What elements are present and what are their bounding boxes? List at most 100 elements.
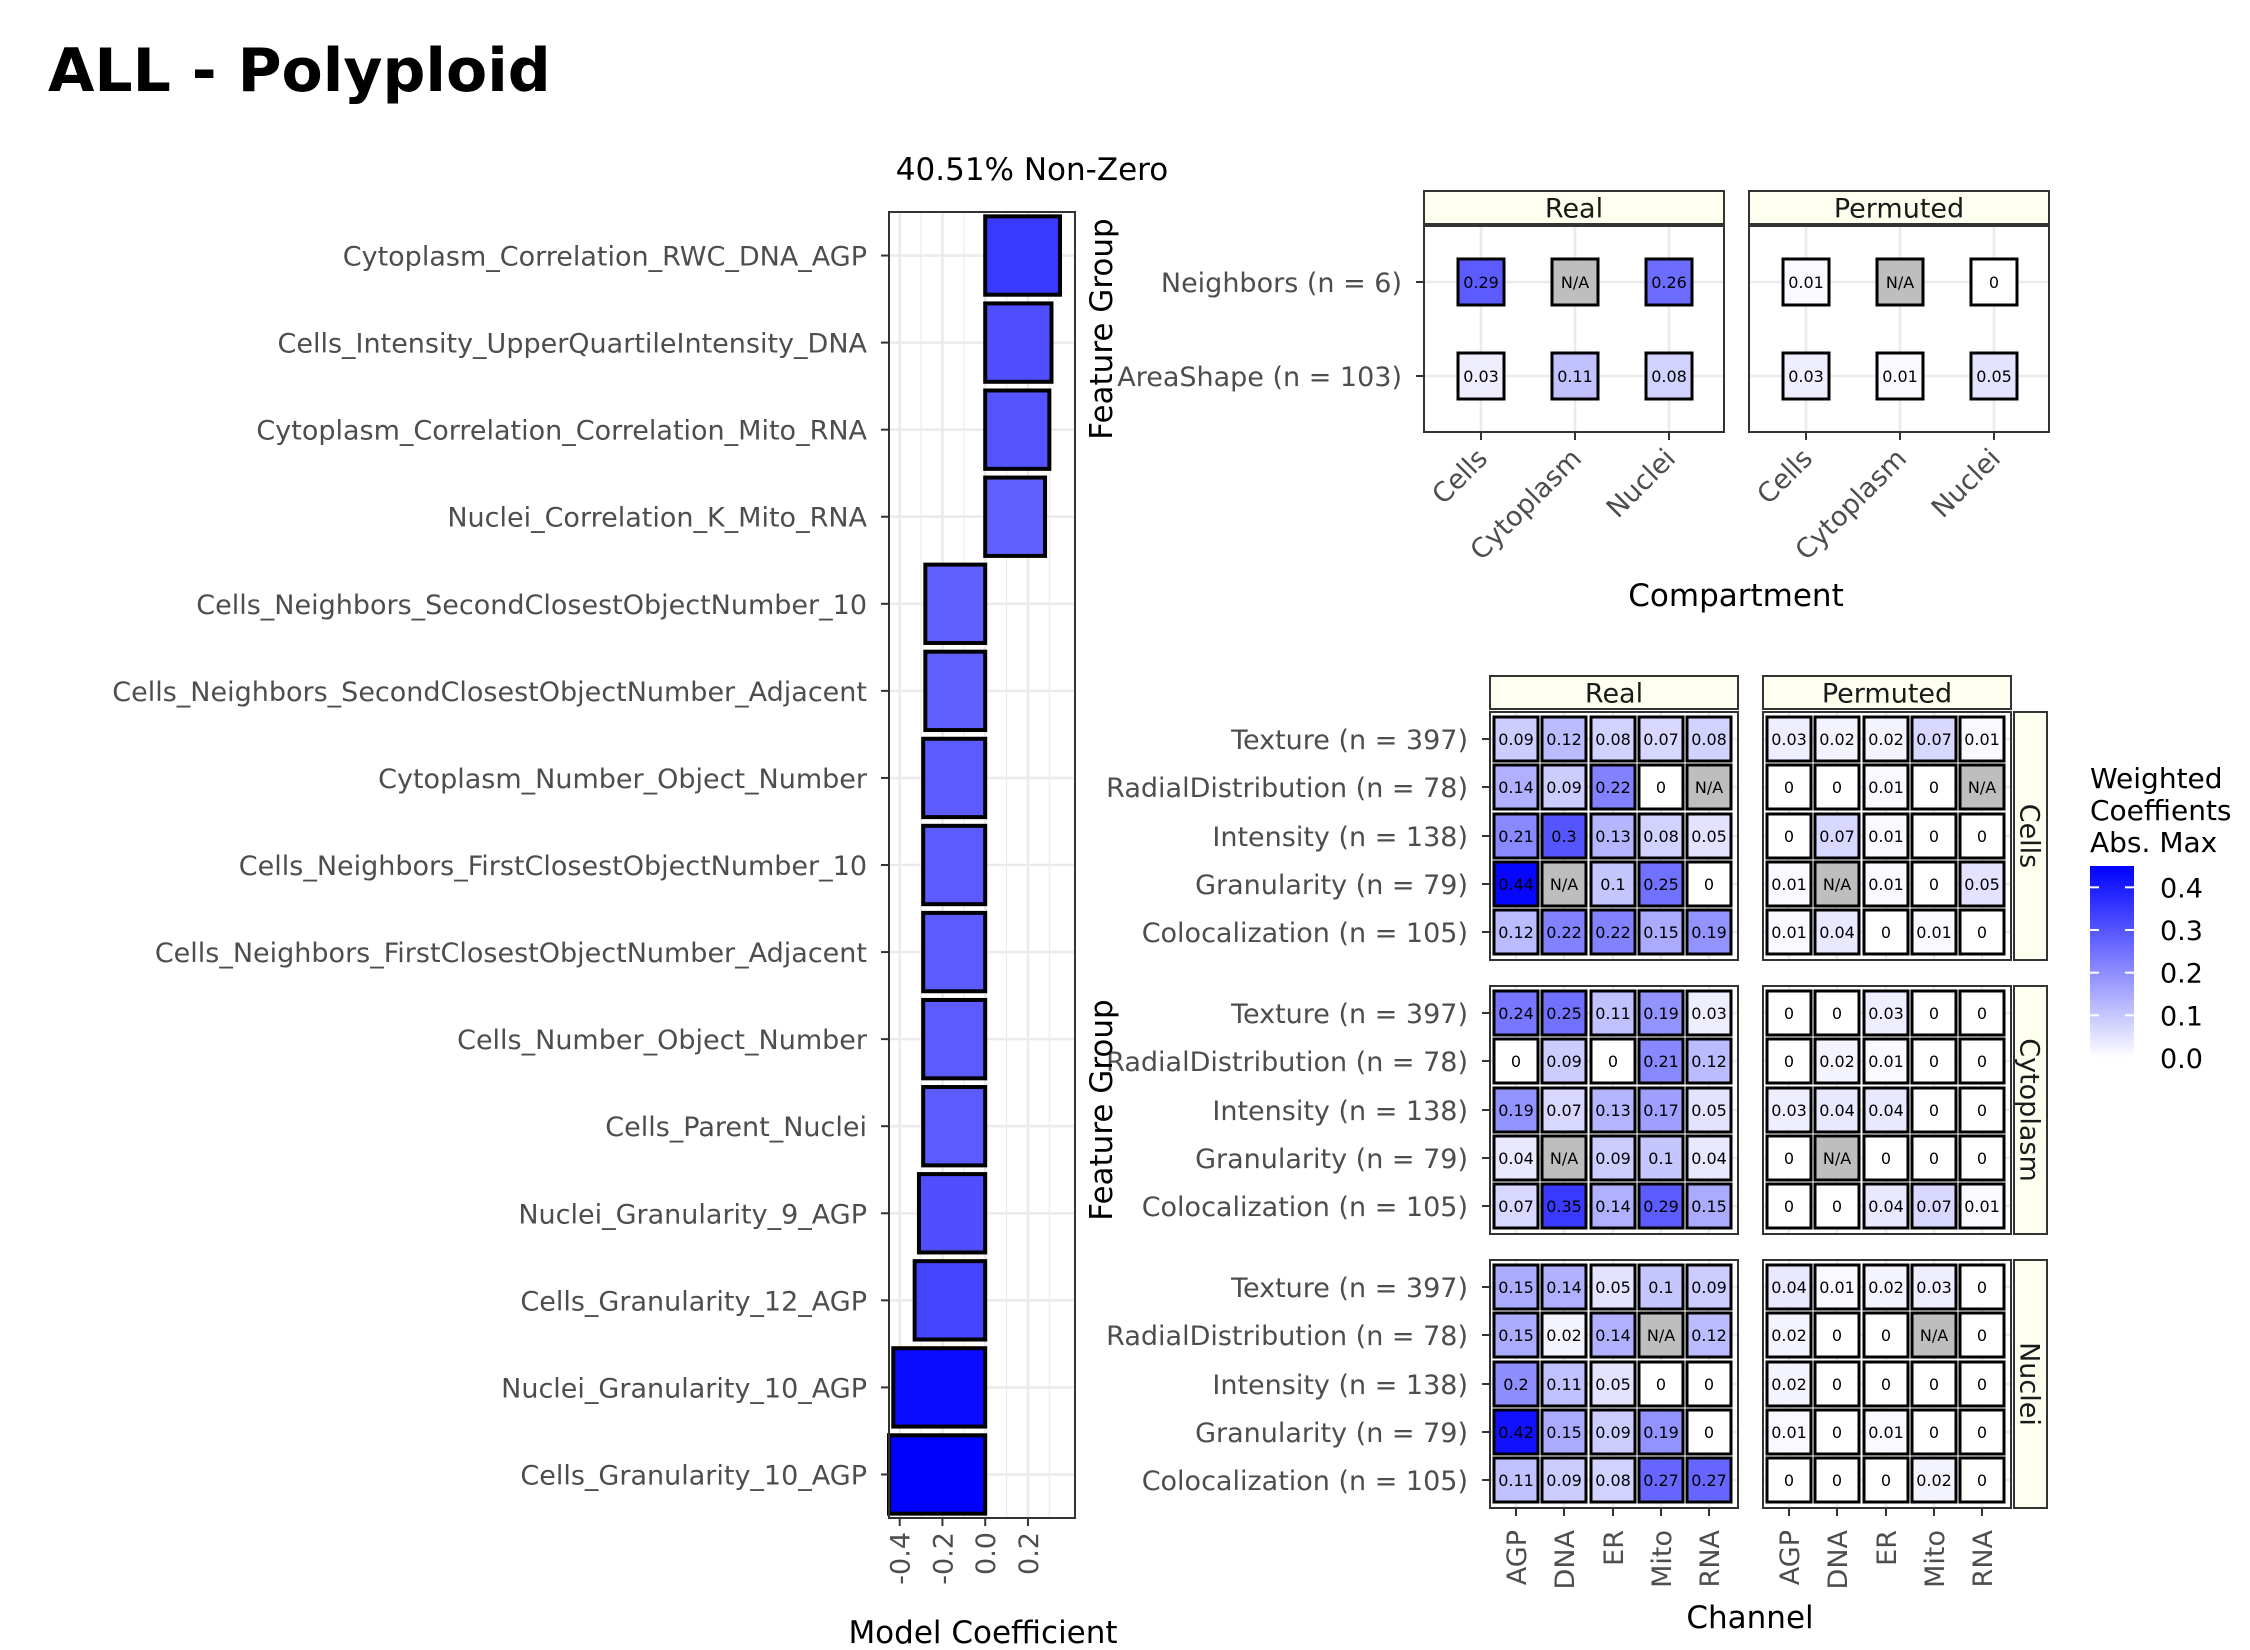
channel-cell [1540, 1360, 1588, 1408]
heatmap-cell-label: 0.14 [1498, 778, 1534, 797]
channel-cell [1492, 1360, 1540, 1408]
channel-cell [1492, 715, 1540, 763]
channel-row-label: RadialDistribution (n = 78) [1106, 773, 1468, 804]
channel-cell [1862, 1182, 1910, 1230]
heatmap-cell-label: 0 [1832, 1423, 1842, 1442]
heatmap-cell-label: 0.15 [1643, 923, 1679, 942]
heatmap-cell-label: 0 [1784, 1052, 1794, 1071]
channel-cell [1910, 763, 1958, 811]
heatmap-cell-label: 0.08 [1595, 1471, 1631, 1490]
heatmap-cell-label: 0.25 [1546, 1004, 1582, 1023]
channel-cell [1958, 860, 2006, 908]
channel-cell [1813, 908, 1861, 956]
channel-cell [1910, 1263, 1958, 1311]
compartment-x-axis-title: Compartment [1628, 578, 1843, 614]
bar-Nuclei_Granularity_10_AGP [891, 1346, 988, 1429]
heatmap-cell-label: 0.13 [1595, 827, 1631, 846]
channel-cell [1589, 715, 1637, 763]
channel-cell [1958, 1311, 2006, 1359]
channel-row-label: Granularity (n = 79) [1195, 1418, 1468, 1449]
channel-cell [1637, 989, 1685, 1037]
channel-cell [1862, 1037, 1910, 1085]
heatmap-cell-label: 0 [1977, 1004, 1987, 1023]
bar-category-label: Cells_Intensity_UpperQuartileIntensity_D… [278, 329, 868, 360]
heatmap-cell-label: 0 [1656, 778, 1666, 797]
channel-x-tick-label: ER [1599, 1530, 1630, 1566]
heatmap-cell-label: 0 [1977, 1326, 1987, 1345]
page-title: ALL - Polyploid [48, 36, 551, 106]
heatmap-cell-label: 0 [1608, 1052, 1618, 1071]
channel-cell [1637, 1086, 1685, 1134]
heatmap-cell-label: 0.01 [1771, 875, 1807, 894]
heatmap-cell-label: 0.25 [1643, 875, 1679, 894]
compartment-x-tick-label: Cells [1751, 443, 1819, 511]
channel-cell [1637, 1408, 1685, 1456]
channel-facet-strip-cells-label: Cells [2014, 804, 2045, 869]
channel-cell [1958, 812, 2006, 860]
heatmap-cell-label: 0 [1832, 1326, 1842, 1345]
heatmap-cell-label: 0.01 [1868, 827, 1904, 846]
heatmap-cell-label: 0.19 [1691, 923, 1727, 942]
heatmap-cell-label: 0.02 [1771, 1326, 1807, 1345]
channel-cell [1540, 1182, 1588, 1230]
heatmap-cell-label: 0.01 [1964, 1197, 2000, 1216]
heatmap-cell-label: 0 [1929, 875, 1939, 894]
compartment-y-axis-title: Feature Group [1084, 218, 1120, 439]
channel-cell [1685, 1134, 1733, 1182]
heatmap-cell-label: 0.14 [1595, 1326, 1631, 1345]
compartment-cell [1781, 351, 1831, 401]
legend-colorbar [2090, 866, 2134, 1058]
channel-cell [1813, 1263, 1861, 1311]
heatmap-cell-label: 0.09 [1595, 1149, 1631, 1168]
compartment-cell [1969, 351, 2019, 401]
channel-row-label: Intensity (n = 138) [1212, 822, 1468, 853]
heatmap-cell-label: 0.02 [1868, 1278, 1904, 1297]
channel-cell [1958, 908, 2006, 956]
channel-x-tick-label: Mito [1920, 1530, 1951, 1588]
channel-cell [1910, 989, 1958, 1037]
compartment-cell [1781, 257, 1831, 307]
heatmap-cell-label: N/A [1695, 778, 1723, 797]
channel-cell [1765, 908, 1813, 956]
channel-x-tick-label: RNA [1968, 1529, 1999, 1587]
channel-cell [1765, 1086, 1813, 1134]
channel-cell [1589, 1086, 1637, 1134]
heatmap-cell-label: 0 [1704, 1423, 1714, 1442]
channel-cell [1540, 1311, 1588, 1359]
channel-cell [1765, 1456, 1813, 1504]
legend-tick-label: 0.3 [2160, 916, 2203, 947]
channel-cell [1589, 1311, 1637, 1359]
channel-cell [1813, 1408, 1861, 1456]
channel-strip-real [1489, 675, 1739, 710]
heatmap-cell-label: 0.21 [1643, 1052, 1679, 1071]
heatmap-cell-label: 0.27 [1643, 1471, 1679, 1490]
channel-cell [1589, 1182, 1637, 1230]
compartment-cell [1644, 351, 1694, 401]
channel-cell [1492, 1182, 1540, 1230]
channel-row-label: Texture (n = 397) [1230, 725, 1468, 756]
heatmap-cell-label: 0.07 [1916, 730, 1952, 749]
channel-row-label: Intensity (n = 138) [1212, 1370, 1468, 1401]
channel-cell [1492, 908, 1540, 956]
compartment-strip-real-label: Real [1545, 194, 1603, 225]
bar-Cells_Granularity_12_AGP [912, 1259, 988, 1342]
heatmap-cell-label: 0.02 [1819, 1052, 1855, 1071]
heatmap-cell-label: 0.05 [1964, 875, 2000, 894]
channel-cell [1637, 1182, 1685, 1230]
heatmap-cell-label: 0 [1784, 1471, 1794, 1490]
bar-category-label: Cytoplasm_Correlation_RWC_DNA_AGP [343, 242, 867, 273]
channel-cell [1813, 1360, 1861, 1408]
compartment-cell [1969, 257, 2019, 307]
heatmap-cell-label: N/A [1968, 778, 1996, 797]
compartment-cell [1456, 257, 1506, 307]
bar-Cells_Parent_Nuclei [921, 1085, 988, 1168]
channel-cell [1589, 1456, 1637, 1504]
heatmap-cell-label: 0.09 [1546, 1052, 1582, 1071]
heatmap-cell-label: 0 [1832, 1471, 1842, 1490]
channel-cell [1862, 763, 1910, 811]
bar-x-axis-title: Model Coefficient [848, 1615, 1117, 1650]
channel-cell [1637, 1456, 1685, 1504]
legend-title-line: Coeffients [2090, 794, 2232, 827]
heatmap-cell-label: 0.24 [1498, 1004, 1534, 1023]
heatmap-cell-label: 0.02 [1771, 1375, 1807, 1394]
